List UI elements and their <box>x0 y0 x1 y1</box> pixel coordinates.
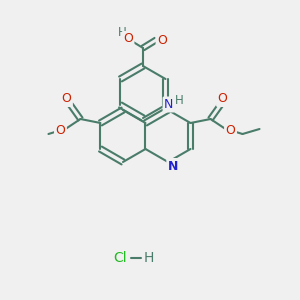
Text: N: N <box>168 160 178 172</box>
Text: O: O <box>226 124 236 136</box>
Text: Cl: Cl <box>113 251 127 265</box>
Text: O: O <box>61 92 71 106</box>
Text: N: N <box>164 98 173 111</box>
Text: H: H <box>174 94 183 107</box>
Text: H: H <box>144 251 154 265</box>
Text: O: O <box>218 92 227 106</box>
Text: H: H <box>118 26 126 40</box>
Text: O: O <box>157 34 167 46</box>
Text: O: O <box>123 32 133 46</box>
Text: O: O <box>56 124 65 136</box>
